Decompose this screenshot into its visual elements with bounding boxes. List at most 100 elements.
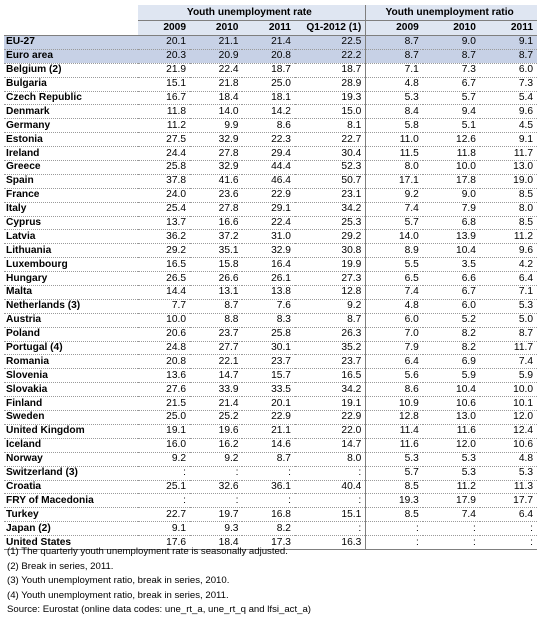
rate-cell: 17.6 [137, 535, 190, 550]
ratio-cell: 7.9 [422, 202, 480, 217]
rate-cell: 16.6 [190, 216, 243, 231]
rate-cell: 8.6 [242, 118, 295, 134]
ratio-cell: 5.8 [365, 118, 423, 134]
table-row: Sweden 25.0 25.2 22.9 22.9 12.8 13.0 12.0 [4, 410, 537, 425]
rate-cell: 8.3 [242, 313, 295, 328]
rate-cell: 15.7 [242, 368, 295, 384]
ratio-cell: 9.6 [479, 104, 537, 120]
country-name: Slovenia [4, 368, 138, 384]
ratio-cell: 11.8 [422, 146, 480, 162]
ratio-cell: 7.3 [422, 63, 480, 78]
ratio-cell: 5.6 [365, 368, 423, 384]
table-row: Portugal (4) 24.8 27.7 30.1 35.2 7.9 8.2 11.7 [4, 341, 537, 356]
rate-cell: 25.3 [294, 216, 366, 231]
rate-cell: 20.1 [242, 396, 295, 412]
table-row: Switzerland (3)::::5.7 5.3 5.3 [4, 466, 537, 481]
ratio-cell: 12.0 [422, 438, 480, 453]
country-name: United Kingdom [4, 424, 138, 439]
table-row: Luxembourg 16.5 15.8 16.4 19.9 5.5 3.5 4.2 [4, 257, 537, 273]
table-row: Turkey 22.7 19.7 16.8 15.1 8.5 7.4 6.4 [4, 507, 537, 523]
ratio-cell: 5.9 [479, 368, 537, 384]
rate-cell: 20.9 [190, 49, 243, 64]
table-row: France 24.0 23.6 22.9 23.1 9.2 9.0 8.5 [4, 188, 537, 203]
ratio-cell: 4.8 [479, 452, 537, 467]
ratio-cell: 5.3 [479, 299, 537, 314]
rate-cell: 16.0 [137, 438, 190, 453]
ratio-cell: 11.6 [422, 424, 480, 439]
ratio-cell: : [422, 521, 480, 537]
ratio-cell: 4.2 [479, 257, 537, 273]
country-name: Portugal (4) [4, 341, 138, 356]
ratio-cell: 11.7 [479, 341, 537, 356]
rate-cell: 37.8 [137, 174, 190, 189]
rate-cell: 18.1 [242, 91, 295, 106]
rate-cell: 22.2 [294, 49, 366, 64]
table-row: Austria 10.0 8.8 8.3 8.7 6.0 5.2 5.0 [4, 313, 537, 328]
column-header: 2011 [242, 20, 295, 36]
rate-cell: 18.4 [190, 91, 243, 106]
rate-cell: 29.2 [294, 229, 366, 245]
rate-cell: 19.7 [190, 507, 243, 523]
rate-cell: 26.5 [137, 271, 190, 287]
table-row: Netherlands (3) 7.7 8.7 7.6 9.2 4.8 6.0 5.3 [4, 299, 537, 314]
ratio-cell: 5.9 [422, 368, 480, 384]
ratio-cell: 10.6 [479, 438, 537, 453]
rate-cell: 8.1 [294, 118, 366, 134]
table-row: Latvia 36.2 37.2 31.0 29.2 14.0 13.9 11.2 [4, 229, 537, 245]
rate-cell: 8.0 [294, 452, 366, 467]
rate-cell: 16.4 [242, 257, 295, 273]
rate-cell: : [294, 521, 366, 537]
rate-cell: 8.7 [190, 299, 243, 314]
rate-cell: 21.5 [137, 396, 190, 412]
country-name: Latvia [4, 229, 138, 245]
rate-cell: 52.3 [294, 160, 366, 175]
country-name: Bulgaria [4, 77, 138, 92]
rate-cell: 22.9 [242, 410, 295, 425]
rate-cell: 16.8 [242, 507, 295, 523]
column-header: 2009 [137, 20, 190, 36]
ratio-cell: 13.0 [479, 160, 537, 175]
ratio-cell: 19.0 [479, 174, 537, 189]
ratio-cell: : [479, 535, 537, 550]
footnote: (2) Break in series, 2011. [7, 560, 114, 572]
rate-cell: 50.7 [294, 174, 366, 189]
rate-cell: 20.8 [242, 49, 295, 64]
ratio-cell: 5.0 [479, 313, 537, 328]
ratio-cell: 12.0 [479, 410, 537, 425]
country-name: Romania [4, 354, 138, 370]
rate-cell: 27.8 [190, 202, 243, 217]
ratio-cell: 8.7 [479, 327, 537, 342]
rate-cell: 18.4 [190, 535, 243, 550]
rate-cell: : [137, 493, 190, 509]
rate-cell: 11.2 [137, 118, 190, 134]
country-name: Cyprus [4, 216, 138, 231]
ratio-cell: 9.4 [422, 104, 480, 120]
ratio-cell: 7.1 [479, 285, 537, 300]
table-row: Belgium (2) 21.9 22.4 18.7 18.7 7.1 7.3 6.0 [4, 63, 537, 78]
table-row: Spain 37.8 41.6 46.4 50.7 17.1 17.8 19.0 [4, 174, 537, 189]
youth-unemployment-table: Youth unemployment rate Youth unemployme… [4, 5, 537, 550]
ratio-cell: 11.3 [479, 480, 537, 495]
rate-cell: 21.1 [190, 35, 243, 50]
ratio-cell: 5.3 [479, 466, 537, 481]
rate-cell: 36.2 [137, 229, 190, 245]
table-body: EU-27 20.1 21.1 21.4 22.5 8.7 9.0 9.1 Euro area 2… [4, 35, 537, 550]
rate-cell: 31.0 [242, 229, 295, 245]
table-row: Slovenia 13.6 14.7 15.7 16.5 5.6 5.9 5.9 [4, 368, 537, 384]
ratio-cell: 12.6 [422, 132, 480, 148]
rate-cell: 30.4 [294, 146, 366, 162]
rate-cell: 20.8 [137, 354, 190, 370]
column-header: 2010 [422, 20, 480, 36]
rate-cell: 24.4 [137, 146, 190, 162]
table-row: Norway 9.2 9.2 8.7 8.0 5.3 5.3 4.8 [4, 452, 537, 467]
ratio-cell: 6.7 [422, 285, 480, 300]
rate-cell: 14.2 [242, 104, 295, 120]
country-name: Poland [4, 327, 138, 342]
table-row: Malta 14.4 13.1 13.8 12.8 7.4 6.7 7.1 [4, 285, 537, 300]
rate-cell: 21.8 [190, 77, 243, 92]
rate-cell: 34.2 [294, 202, 366, 217]
country-name: Croatia [4, 480, 138, 495]
rate-cell: 22.1 [190, 354, 243, 370]
rate-cell: 13.8 [242, 285, 295, 300]
ratio-cell: 9.0 [422, 188, 480, 203]
